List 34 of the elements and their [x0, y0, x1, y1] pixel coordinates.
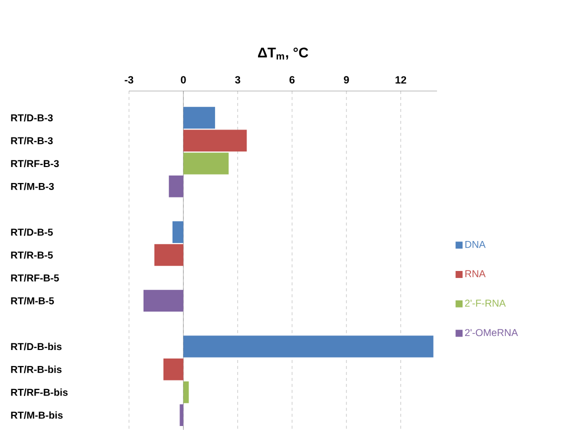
- legend-label: RNA: [465, 270, 486, 278]
- y-tick-label: RT/R-B-bis: [11, 366, 62, 374]
- y-tick-label: RT/M-B-5: [11, 297, 54, 304]
- bar: [172, 221, 184, 244]
- y-tick-label: RT/D-B-5: [11, 228, 53, 236]
- chart-title: ΔT$_{m}$, °C: [258, 48, 308, 60]
- x-tick-label: 9: [344, 76, 349, 84]
- y-tick-label: RT/RF-B-5: [11, 274, 59, 282]
- bar: [180, 404, 184, 426]
- x-tick-label: 6: [290, 76, 295, 84]
- y-tick-label: RT/RF-B-3: [11, 160, 59, 168]
- x-tick-label: -3: [124, 76, 134, 84]
- bar: [183, 106, 216, 129]
- y-tick-label: RT/D-B-bis: [11, 342, 62, 350]
- legend-label: DNA: [465, 240, 486, 248]
- y-tick-label: RT/D-B-3: [11, 114, 53, 122]
- y-tick-label: RT/R-B-3: [11, 136, 53, 144]
- bar: [154, 244, 184, 266]
- legend-label: 2'-F-RNA: [465, 300, 506, 307]
- bar: [183, 381, 189, 404]
- bar: [168, 176, 184, 198]
- bar: [163, 358, 184, 380]
- legend-label: 2'-OMeRNA: [465, 329, 518, 336]
- y-tick-label: RT/M-B-bis: [11, 411, 63, 419]
- bar: [183, 336, 434, 358]
- bar: [183, 152, 229, 174]
- x-tick-label: 12: [396, 76, 406, 84]
- y-tick-label: RT/RF-B-bis: [11, 388, 68, 396]
- y-tick-label: RT/R-B-5: [11, 251, 53, 259]
- bar: [183, 130, 247, 152]
- y-tick-label: RT/M-B-3: [11, 182, 54, 190]
- bar: [143, 290, 184, 312]
- x-tick-label: 3: [235, 76, 240, 84]
- x-tick-label: 0: [180, 76, 186, 84]
